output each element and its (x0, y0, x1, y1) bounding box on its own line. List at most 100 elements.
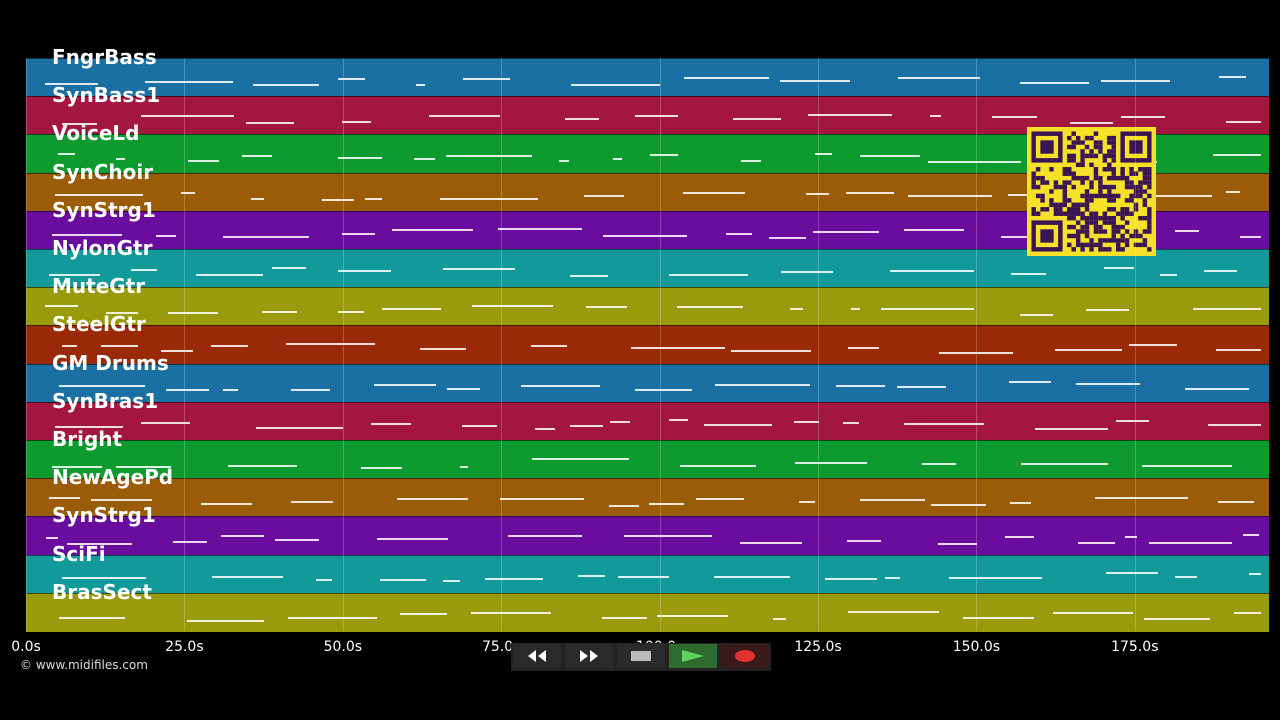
stop-icon (631, 651, 651, 661)
note-streak (794, 420, 819, 423)
note-streak (45, 536, 59, 539)
note-streak (740, 541, 803, 544)
note-streak (808, 114, 893, 117)
note-streak (115, 157, 125, 160)
note-streak (623, 535, 712, 538)
note-streak (847, 610, 939, 613)
note-streak (825, 578, 878, 581)
note-streak (48, 496, 80, 499)
record-button[interactable] (721, 644, 769, 668)
note-streak (812, 231, 879, 234)
note-streak (414, 158, 435, 161)
track-label: NewAgePd (52, 465, 174, 490)
note-streak (440, 198, 538, 201)
note-streak (1035, 427, 1109, 430)
note-streak (897, 76, 980, 79)
note-streak (116, 465, 171, 468)
note-streak (571, 84, 661, 87)
note-streak (508, 535, 582, 538)
rewind-button[interactable] (513, 644, 561, 668)
track-lane (26, 287, 1269, 327)
fast-forward-button[interactable] (565, 644, 613, 668)
note-streak (275, 538, 320, 541)
track-lane (26, 325, 1269, 365)
note-streak (1174, 230, 1199, 233)
note-streak (1052, 611, 1134, 614)
note-streak (173, 540, 208, 543)
note-streak (850, 307, 861, 310)
gridline (818, 58, 819, 631)
note-streak (1010, 502, 1032, 505)
note-streak (713, 576, 791, 579)
note-streak (570, 274, 609, 277)
note-streak (211, 345, 249, 348)
note-streak (927, 160, 1022, 163)
note-streak (570, 424, 603, 427)
note-streak (532, 457, 630, 460)
track-lane (26, 478, 1269, 518)
track-lane (26, 401, 1269, 441)
play-button[interactable] (669, 644, 717, 668)
note-streak (847, 346, 880, 349)
note-streak (373, 384, 436, 387)
note-streak (271, 267, 306, 270)
note-streak (885, 577, 901, 580)
note-streak (930, 115, 941, 118)
note-streak (741, 160, 761, 163)
note-streak (889, 269, 974, 272)
track-label: SynChoir (52, 159, 154, 184)
note-streak (534, 427, 555, 430)
note-streak (1160, 274, 1177, 277)
gridline (26, 58, 27, 631)
track-lane (26, 58, 1269, 98)
note-streak (896, 386, 947, 389)
note-streak (668, 419, 688, 422)
note-streak (733, 118, 781, 121)
note-streak (61, 345, 77, 348)
note-streak (714, 384, 810, 387)
piano-roll (26, 58, 1269, 632)
note-streak (613, 158, 622, 161)
note-streak (364, 197, 382, 200)
note-streak (471, 304, 554, 307)
track-label: SciFi (52, 541, 106, 566)
note-streak (290, 500, 334, 503)
note-streak (949, 577, 1043, 580)
stop-button[interactable] (617, 644, 665, 668)
note-streak (1174, 575, 1198, 578)
play-icon (682, 650, 704, 662)
track-label: SynBass1 (52, 83, 161, 108)
note-streak (61, 122, 97, 125)
note-streak (520, 384, 600, 387)
rewind-icon (528, 650, 546, 662)
gridline (659, 58, 661, 631)
time-tick-label: 125.0s (794, 639, 842, 655)
note-streak (789, 308, 803, 311)
note-streak (223, 236, 309, 239)
note-streak (904, 423, 984, 426)
note-streak (679, 464, 756, 467)
note-streak (904, 229, 964, 232)
note-streak (443, 580, 461, 583)
note-streak (341, 233, 375, 236)
note-streak (58, 153, 76, 156)
note-streak (250, 198, 264, 201)
note-streak (559, 159, 570, 162)
note-streak (101, 345, 139, 348)
note-streak (338, 311, 365, 314)
record-icon (735, 650, 755, 662)
track-lane (26, 96, 1269, 136)
note-streak (577, 575, 605, 578)
note-streak (253, 84, 320, 87)
note-streak (1101, 80, 1170, 83)
note-streak (657, 614, 728, 617)
time-tick-label: 175.0s (1111, 639, 1159, 655)
note-streak (1240, 236, 1261, 239)
note-streak (1020, 82, 1090, 85)
note-streak (1213, 154, 1261, 157)
note-streak (442, 268, 515, 271)
note-streak (62, 577, 147, 580)
track-lane (26, 363, 1269, 403)
note-streak (618, 576, 669, 579)
track-label: FngrBass (52, 45, 157, 69)
